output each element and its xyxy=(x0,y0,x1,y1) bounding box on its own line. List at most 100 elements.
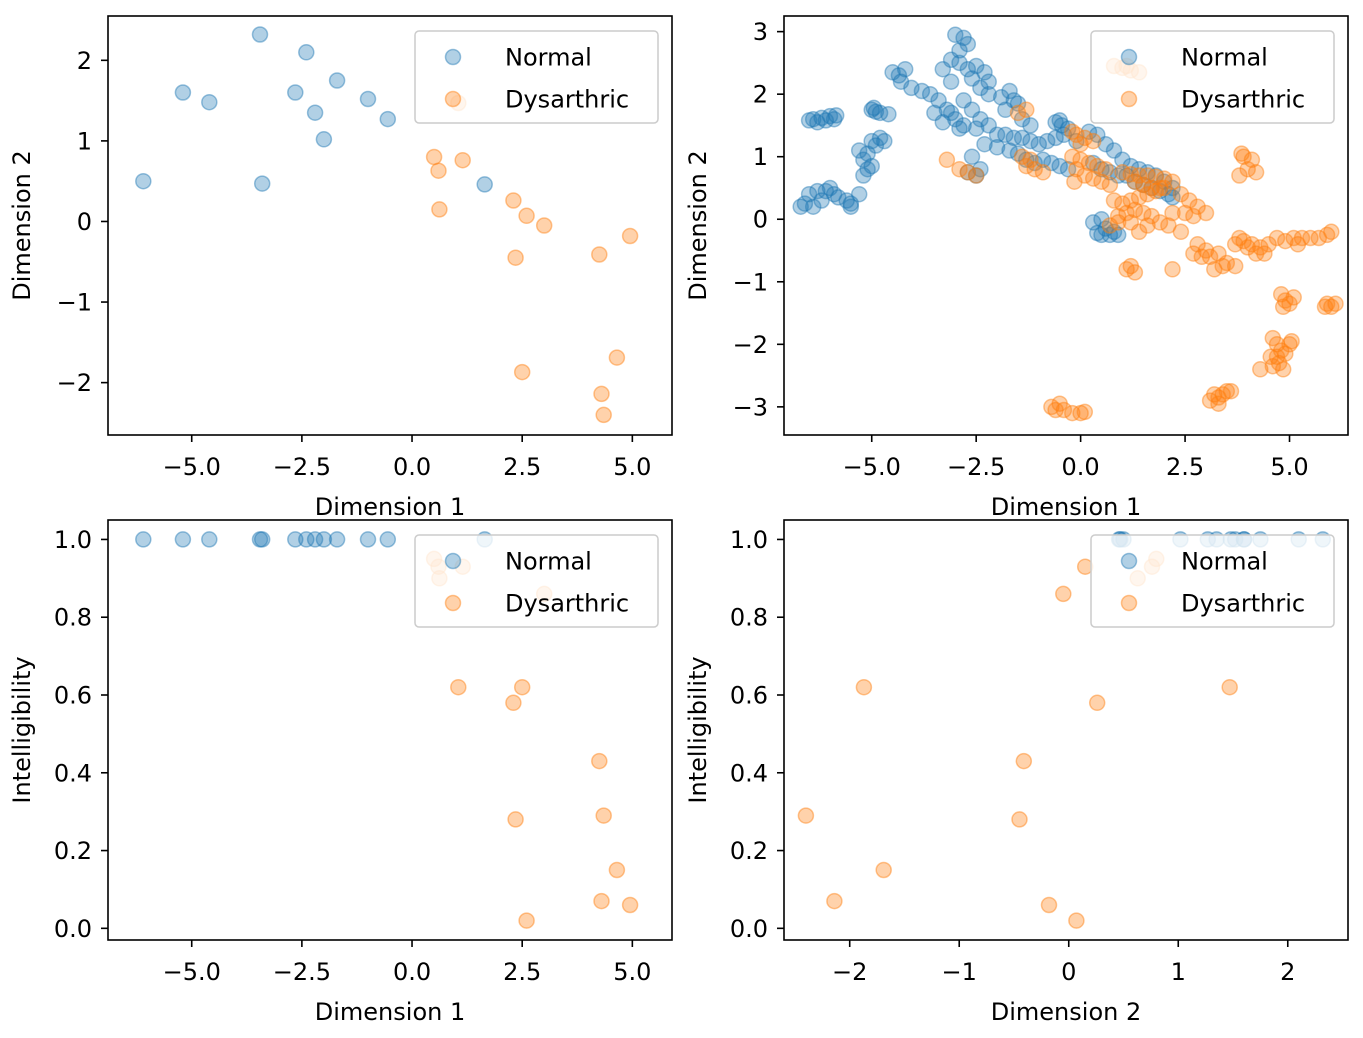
subplot-4: −2 −1 0 1 2 0.0 0.2 0.4 0.6 0.8 1.0 Dimension 2 Inte… xyxy=(684,519,1349,1026)
x-tick-label: 0 xyxy=(1061,958,1076,986)
y-tick-label: 0.2 xyxy=(54,837,92,865)
x-tick-label: 0.0 xyxy=(1062,453,1100,481)
point-normal-115 xyxy=(1139,164,1156,181)
point-normal-86 xyxy=(1018,151,1035,169)
point-normal-28 xyxy=(863,132,880,150)
point-normal-43 xyxy=(913,82,931,100)
point-dysarthric-1 xyxy=(425,148,443,166)
y-tick-label: 0.2 xyxy=(730,837,768,865)
y-tick-label: 0.8 xyxy=(54,604,92,632)
x-tick-label: −1 xyxy=(942,958,977,986)
point-dysarthric-87 xyxy=(1260,236,1277,253)
point-normal-26 xyxy=(863,157,880,175)
point-dysarthric-79 xyxy=(1214,257,1231,275)
point-normal-92 xyxy=(963,148,981,165)
point-normal-45 xyxy=(930,92,947,109)
point-dysarthric-99 xyxy=(1122,257,1140,275)
point-normal-11 xyxy=(838,192,855,209)
point-dysarthric-10 xyxy=(1011,811,1028,828)
point-dysarthric-27 xyxy=(1068,160,1085,178)
point-normal-6 xyxy=(287,84,304,101)
point-normal-29 xyxy=(871,129,889,147)
legend-label-normal: Normal xyxy=(1181,548,1268,576)
point-normal-1 xyxy=(796,195,814,212)
point-dysarthric-2 xyxy=(430,162,447,179)
y-tick-label: 2 xyxy=(77,47,92,75)
x-tick-label: 1 xyxy=(1171,958,1186,986)
point-normal-74 xyxy=(997,126,1014,144)
axes-frame xyxy=(783,519,1349,941)
point-dysarthric-13 xyxy=(1034,164,1052,181)
point-dysarthric-68 xyxy=(1151,214,1169,231)
point-normal-47 xyxy=(942,104,960,122)
point-dysarthric-52 xyxy=(1180,192,1198,209)
point-dysarthric-88 xyxy=(1268,229,1286,247)
point-dysarthric-97 xyxy=(1247,245,1265,262)
point-dysarthric-142 xyxy=(1047,401,1064,419)
point-dysarthric-138 xyxy=(1051,395,1068,412)
point-dysarthric-90 xyxy=(1285,229,1302,247)
point-dysarthric-122 xyxy=(1281,336,1298,353)
point-normal-128 xyxy=(1160,185,1177,203)
point-dysarthric-86 xyxy=(1231,229,1248,247)
x-tick-label: 2 xyxy=(1280,958,1295,986)
point-normal-62 xyxy=(980,73,997,90)
point-dysarthric-107 xyxy=(1247,164,1265,181)
point-dysarthric-12 xyxy=(608,861,626,879)
point-dysarthric-59 xyxy=(1143,207,1160,225)
point-normal-33 xyxy=(863,101,880,119)
point-dysarthric-105 xyxy=(1235,148,1252,165)
point-dysarthric-103 xyxy=(1231,167,1248,184)
legend-label-dysarthric: Dysarthric xyxy=(505,86,629,114)
point-normal-4 xyxy=(251,26,269,43)
point-dysarthric-55 xyxy=(1109,207,1127,225)
x-tick-label: 0.0 xyxy=(393,958,431,986)
y-tick-label: −2 xyxy=(57,369,92,397)
point-dysarthric-36 xyxy=(1139,167,1156,184)
point-dysarthric-7 xyxy=(855,678,873,696)
point-normal-81 xyxy=(1055,126,1073,144)
point-normal-112 xyxy=(1114,151,1131,169)
point-normal-2 xyxy=(800,185,818,203)
point-normal-129 xyxy=(1164,189,1181,206)
point-dysarthric-109 xyxy=(1272,286,1290,303)
point-normal-11 xyxy=(359,90,377,108)
legend-label-dysarthric: Dysarthric xyxy=(505,590,629,618)
point-dysarthric-94 xyxy=(1318,226,1336,244)
point-normal-134 xyxy=(1109,226,1127,244)
point-normal-110 xyxy=(1097,135,1114,153)
point-normal-55 xyxy=(959,35,977,53)
point-normal-12 xyxy=(379,110,397,128)
point-normal-44 xyxy=(921,85,939,103)
point-normal-50 xyxy=(955,117,972,134)
point-dysarthric-8 xyxy=(518,207,535,225)
point-normal-19 xyxy=(825,110,843,128)
point-normal-6 xyxy=(287,531,304,548)
legend-marker-dysarthric xyxy=(444,594,462,612)
point-dysarthric-54 xyxy=(1197,204,1215,222)
point-normal-102 xyxy=(1022,117,1039,134)
point-normal-5 xyxy=(821,179,839,197)
point-normal-12 xyxy=(379,531,397,548)
point-dysarthric-11 xyxy=(595,807,612,824)
point-normal-10 xyxy=(328,72,346,89)
point-dysarthric-84 xyxy=(1252,239,1269,256)
legend-marker-dysarthric xyxy=(1120,594,1138,612)
point-dysarthric-118 xyxy=(1264,329,1282,347)
point-normal-8 xyxy=(306,104,324,121)
y-tick-label: 0.0 xyxy=(730,915,768,943)
point-dysarthric-121 xyxy=(1277,345,1294,362)
point-normal-87 xyxy=(1026,154,1043,172)
point-normal-103 xyxy=(1047,114,1064,131)
y-tick-label: 0.4 xyxy=(54,759,92,787)
point-dysarthric-13 xyxy=(593,892,610,910)
x-tick-label: 2.5 xyxy=(503,958,541,986)
point-normal-20 xyxy=(800,112,818,129)
point-dysarthric-91 xyxy=(1293,229,1311,247)
point-normal-125 xyxy=(1135,176,1152,194)
point-dysarthric-72 xyxy=(1197,242,1215,259)
point-dysarthric-53 xyxy=(1189,198,1206,215)
point-dysarthric-9 xyxy=(591,752,608,770)
point-normal-73 xyxy=(988,126,1006,144)
point-normal-7 xyxy=(298,531,315,548)
